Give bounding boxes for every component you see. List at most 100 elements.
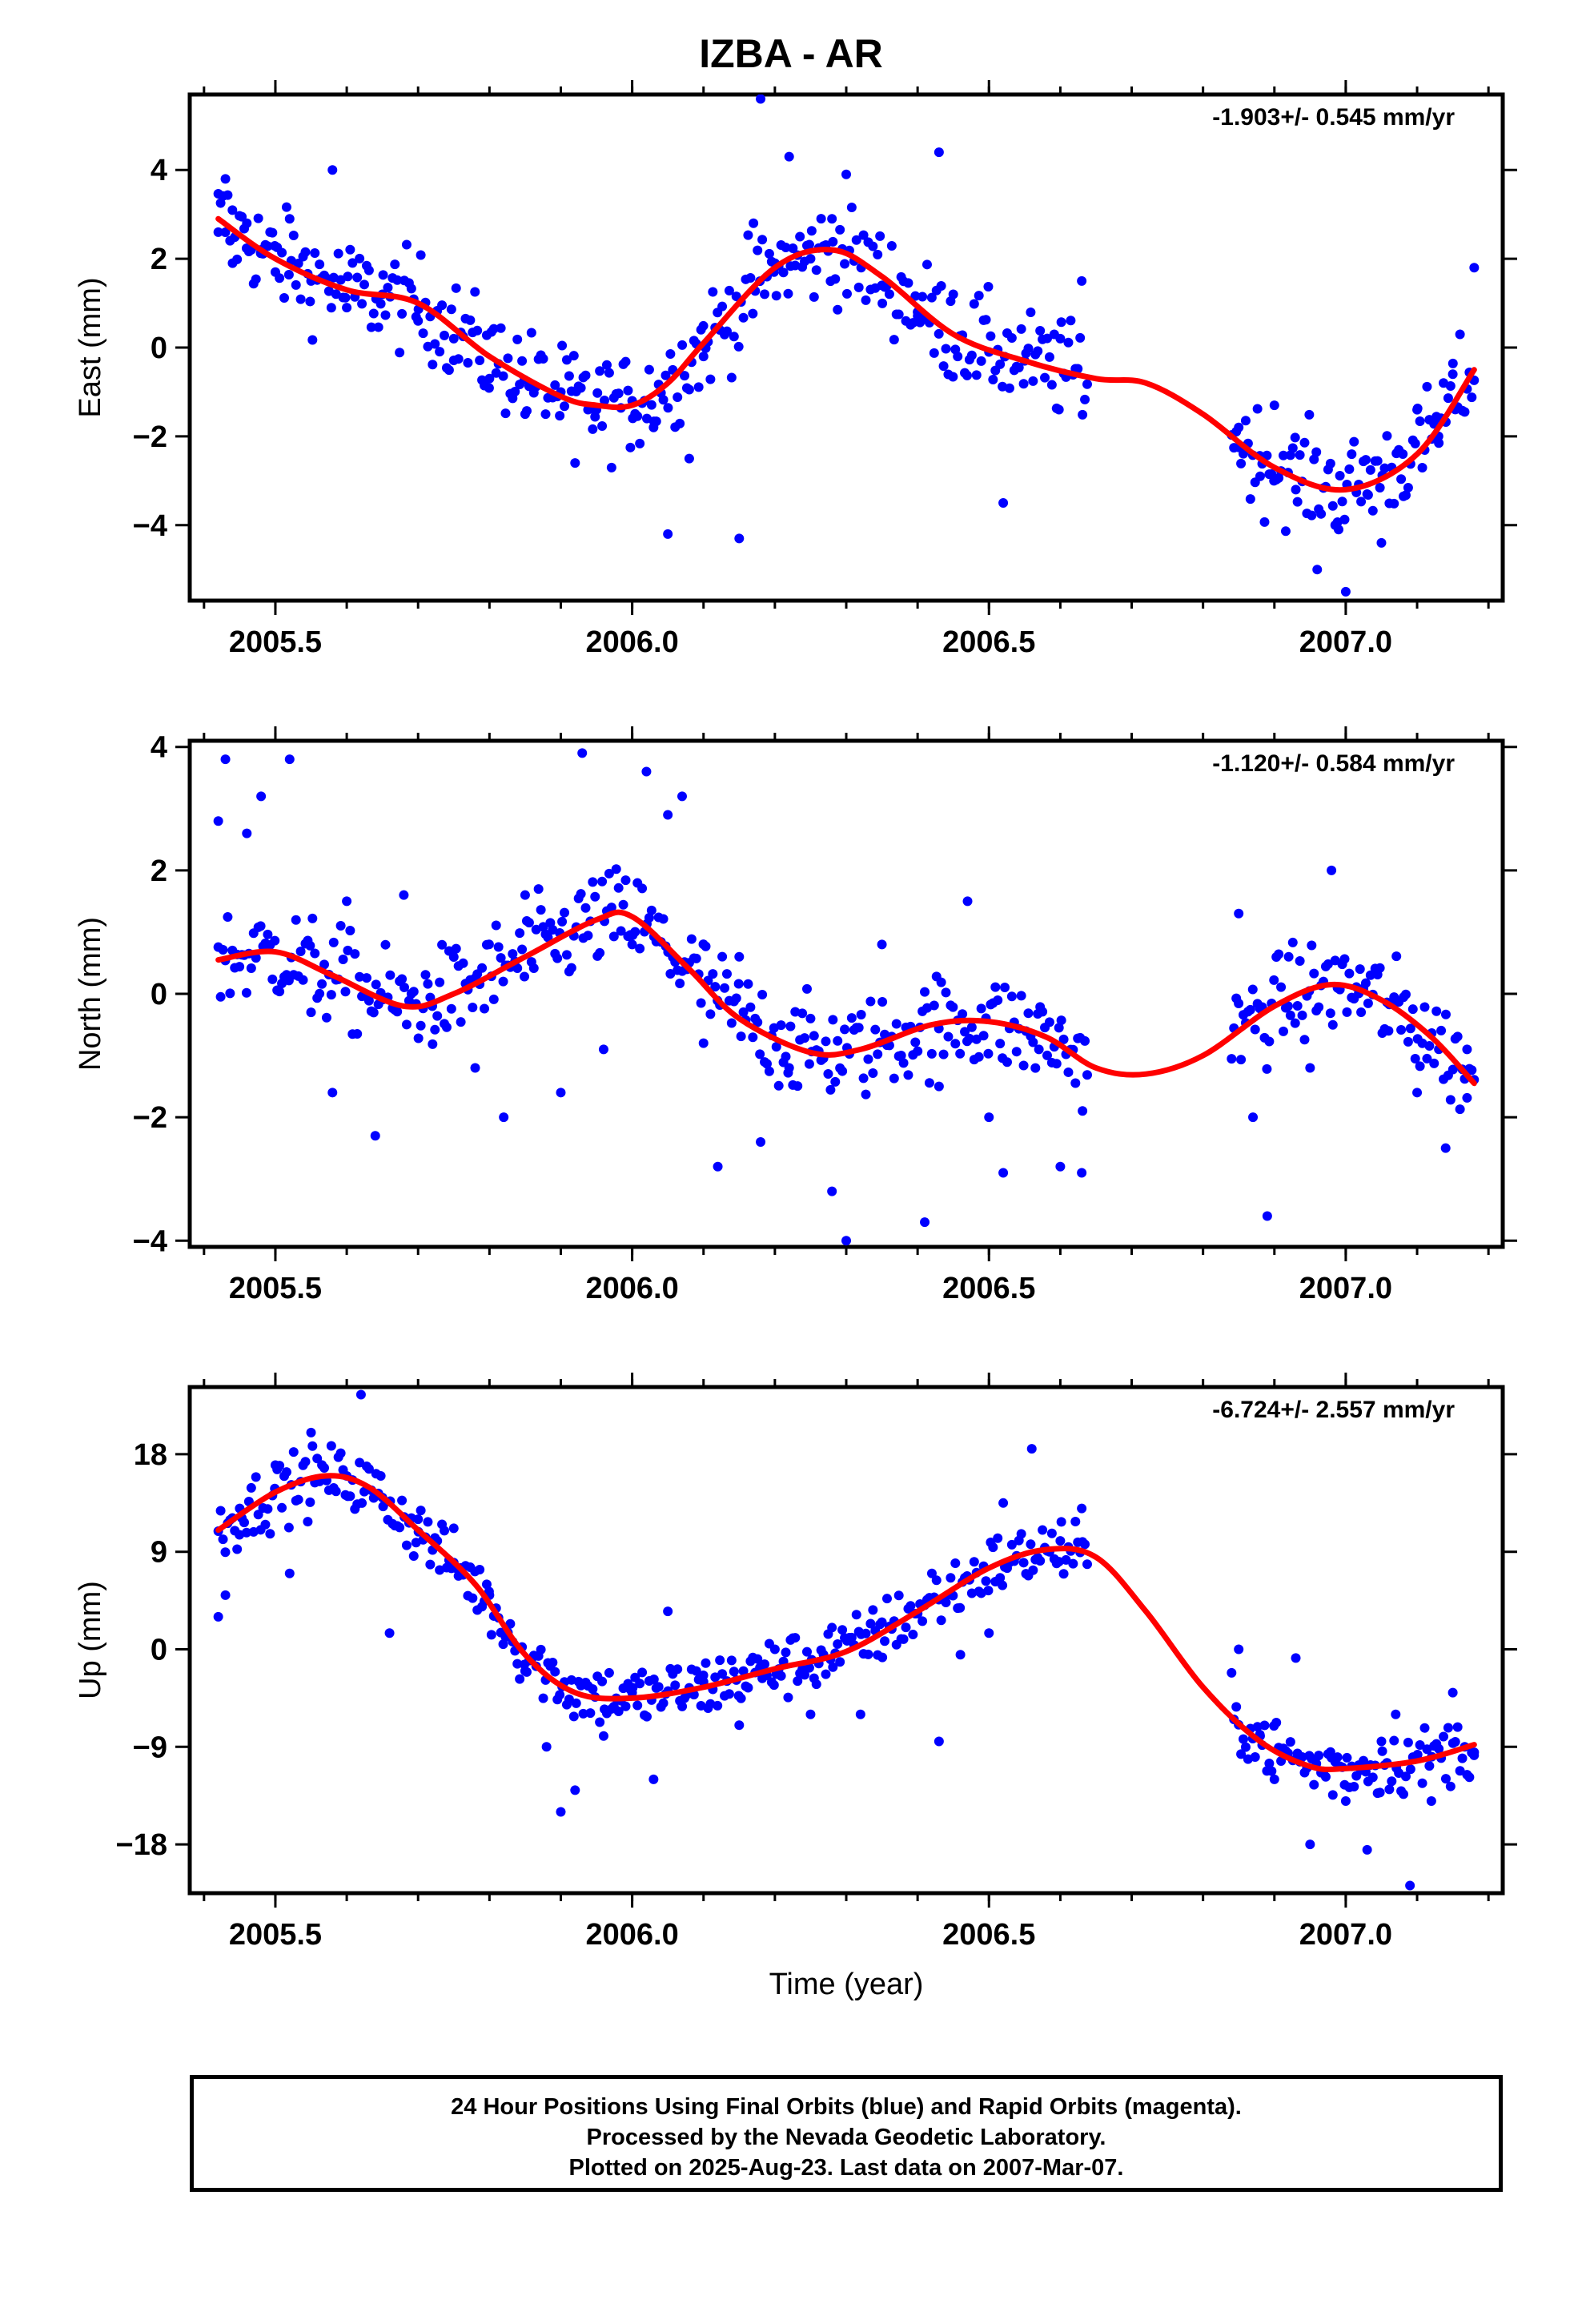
data-point <box>641 1711 652 1722</box>
data-point <box>910 1037 921 1047</box>
data-point <box>359 279 370 290</box>
data-point <box>1255 471 1265 481</box>
data-point <box>327 165 338 175</box>
data-point <box>710 982 721 992</box>
data-point <box>1410 1054 1420 1064</box>
data-point <box>721 969 732 979</box>
data-point <box>288 231 299 241</box>
data-point <box>592 388 603 398</box>
data-point <box>275 987 285 997</box>
data-point <box>568 1711 579 1722</box>
data-point <box>1279 450 1289 460</box>
data-point <box>611 864 621 875</box>
data-point <box>721 326 732 336</box>
data-point <box>1443 1723 1453 1733</box>
data-point <box>841 169 851 179</box>
data-point <box>920 987 930 997</box>
data-point <box>444 365 454 376</box>
data-point <box>468 1593 478 1603</box>
data-point <box>616 926 626 936</box>
data-point <box>520 890 530 900</box>
data-point <box>1040 372 1050 383</box>
data-point <box>673 1664 683 1675</box>
data-point <box>366 322 376 332</box>
data-point <box>1372 456 1383 466</box>
data-point <box>1412 404 1423 415</box>
data-point <box>858 230 869 240</box>
data-point <box>1063 337 1074 348</box>
data-point <box>1365 464 1375 475</box>
data-point <box>934 1736 944 1747</box>
data-point <box>335 920 346 931</box>
data-point <box>648 1674 659 1684</box>
data-point <box>1068 1558 1078 1569</box>
data-point <box>213 227 223 237</box>
data-point <box>920 1217 930 1228</box>
data-point <box>743 230 753 240</box>
data-point <box>1287 443 1298 453</box>
data-point <box>840 1024 850 1035</box>
data-point <box>1269 400 1279 411</box>
data-point <box>641 766 652 777</box>
east-rate-annotation: -1.903+/- 0.545 mm/yr <box>1212 104 1455 131</box>
data-point <box>220 174 231 184</box>
data-point <box>726 372 737 383</box>
data-point <box>1396 1024 1407 1035</box>
data-point <box>1422 381 1432 392</box>
data-point <box>486 1630 496 1640</box>
data-point <box>399 890 409 900</box>
data-point <box>1415 1061 1425 1072</box>
data-point <box>1046 380 1057 390</box>
data-point <box>281 202 291 212</box>
data-point <box>613 883 624 893</box>
data-point <box>1262 1063 1272 1074</box>
data-point <box>1299 437 1310 448</box>
data-point <box>368 1007 379 1018</box>
data-point <box>380 939 391 950</box>
data-point <box>1377 1746 1387 1756</box>
data-point <box>378 270 388 280</box>
data-point <box>1042 1050 1052 1060</box>
data-point <box>1457 1753 1468 1763</box>
data-point <box>1290 432 1300 443</box>
data-point <box>713 1161 723 1172</box>
data-point <box>701 941 711 951</box>
data-point <box>1292 1001 1303 1011</box>
data-point <box>675 418 685 428</box>
data-point <box>242 828 252 838</box>
data-point <box>891 1019 901 1029</box>
data-point <box>333 248 343 259</box>
data-point <box>1462 1092 1472 1103</box>
data-point <box>821 1669 831 1679</box>
data-point <box>827 1186 837 1196</box>
data-point <box>761 1059 772 1069</box>
data-point <box>898 1634 909 1644</box>
data-point <box>805 254 816 264</box>
data-point <box>327 1088 338 1098</box>
y-tick-label: 0 <box>151 1634 167 1667</box>
data-point <box>448 951 459 962</box>
data-point <box>288 1447 299 1458</box>
y-tick-label: −18 <box>116 1828 167 1862</box>
data-point <box>749 218 759 228</box>
data-point <box>416 1020 426 1031</box>
data-point <box>1375 482 1385 493</box>
data-point <box>837 1066 848 1076</box>
data-point <box>946 1573 956 1583</box>
data-point <box>468 1002 478 1012</box>
data-point <box>1410 438 1420 448</box>
data-point <box>355 1458 365 1468</box>
data-point <box>1080 394 1090 404</box>
data-point <box>1325 458 1335 468</box>
data-point <box>277 1502 287 1513</box>
data-point <box>881 1594 892 1604</box>
data-point <box>793 1081 803 1092</box>
data-point <box>1339 954 1350 964</box>
data-point <box>251 1472 261 1482</box>
data-point <box>613 1707 624 1717</box>
data-point <box>955 1602 966 1613</box>
data-point <box>646 400 656 410</box>
data-point <box>1356 497 1367 507</box>
data-point <box>1291 485 1301 495</box>
data-point <box>1028 376 1038 386</box>
